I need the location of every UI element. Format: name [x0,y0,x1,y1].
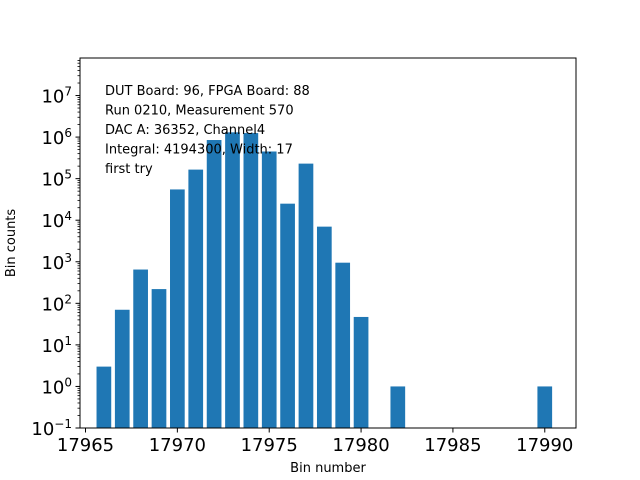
bar [335,262,351,428]
x-tick-label: 17990 [516,435,573,456]
y-tick-label: 107 [41,85,72,108]
y-tick-label: 106 [41,126,72,149]
x-axis: 17965 17970 17975 17980 17985 17990 [57,428,573,456]
y-tick-label: 102 [41,292,72,315]
annotation-box: DUT Board: 96, FPGA Board: 88 Run 0210, M… [105,84,310,177]
bar [114,309,130,428]
y-tick-label: 10−1 [31,417,72,440]
bars-layer [96,132,553,429]
y-tick-label: 100 [41,375,72,398]
bar [390,386,406,428]
y-tick-label: 103 [41,251,72,274]
annotation-line: Integral: 4194300, Width: 17 [105,143,293,158]
bar [537,386,553,428]
y-tick-label: 105 [41,168,72,191]
annotation-line: first try [105,162,153,177]
x-tick-label: 17965 [57,435,114,456]
bar [353,316,369,428]
y-tick-label: 104 [41,209,72,232]
bar [133,269,148,428]
y-axis-label: Bin counts [4,209,19,278]
bar [188,169,204,429]
plot-frame [79,57,577,429]
annotation-line: DAC A: 36352, Channel4 [105,123,265,138]
bar [170,189,185,428]
bar [316,226,332,428]
bar [206,140,222,428]
bar [280,203,295,428]
bar [151,289,167,428]
bar [225,132,240,428]
bar [298,163,314,428]
bar [243,133,259,428]
bar [261,151,277,428]
annotation-line: Run 0210, Measurement 570 [105,104,294,119]
x-tick-label: 17970 [149,435,206,456]
x-tick-label: 17980 [332,435,389,456]
annotation-line: DUT Board: 96, FPGA Board: 88 [105,84,310,99]
bar [96,366,112,428]
x-tick-label: 17985 [424,435,481,456]
x-axis-label: Bin number [290,461,366,476]
x-tick-label: 17975 [241,435,298,456]
y-tick-label: 101 [41,334,72,357]
y-axis: 10−1 100 101 102 103 104 105 106 107 [31,60,80,440]
